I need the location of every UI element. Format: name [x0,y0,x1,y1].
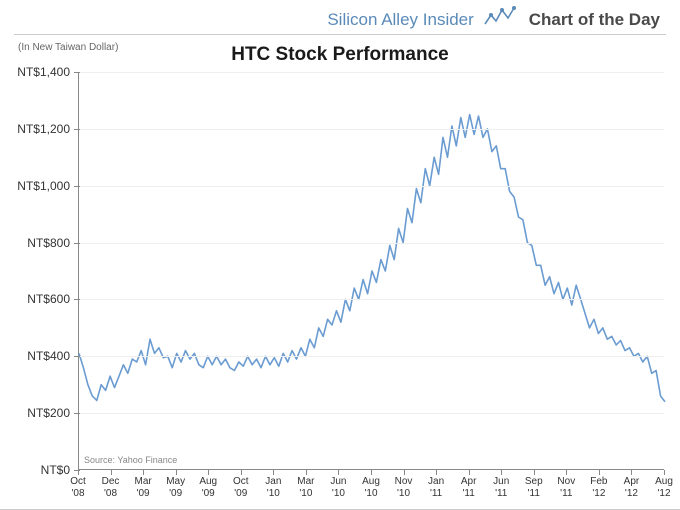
x-tick [338,470,339,475]
x-tick [306,470,307,475]
x-tick [78,470,79,475]
x-tick-label: Jan'11 [421,476,451,499]
x-tick-label: Jun'11 [486,476,516,499]
y-tick-label: NT$400 [0,349,70,363]
x-tick [501,470,502,475]
y-tick-label: NT$200 [0,406,70,420]
y-tick [74,413,80,414]
gridline [79,413,664,414]
y-tick [74,129,80,130]
x-tick [208,470,209,475]
x-tick [273,470,274,475]
x-tick-label: Aug'12 [649,476,679,499]
chart-container: Silicon Alley Insider Chart of the Day (… [0,0,680,510]
x-tick [176,470,177,475]
y-tick [74,186,80,187]
x-tick-label: Apr'12 [616,476,646,499]
price-line [79,115,665,402]
y-tick-label: NT$1,400 [0,65,70,79]
x-tick-label: Jan'10 [258,476,288,499]
x-tick [436,470,437,475]
x-tick [631,470,632,475]
brand-label: Silicon Alley Insider [327,10,473,30]
y-tick-label: NT$1,200 [0,122,70,136]
x-tick-label: Aug'10 [356,476,386,499]
y-tick [74,243,80,244]
y-tick [74,470,80,471]
chart-logo-icon [484,6,518,33]
y-tick-label: NT$800 [0,236,70,250]
x-tick [599,470,600,475]
x-tick [534,470,535,475]
x-tick [143,470,144,475]
x-tick-label: Oct'08 [63,476,93,499]
x-tick [664,470,665,475]
y-tick [74,299,80,300]
x-tick-label: May'09 [161,476,191,499]
x-tick [404,470,405,475]
x-tick [241,470,242,475]
y-tick-label: NT$0 [0,463,70,477]
chart-title: HTC Stock Performance [0,44,680,66]
x-tick [111,470,112,475]
gridline [79,243,664,244]
header: Silicon Alley Insider Chart of the Day [0,6,666,34]
y-tick [74,72,80,73]
x-tick-label: Mar'10 [291,476,321,499]
gridline [79,186,664,187]
gridline [79,129,664,130]
x-tick [469,470,470,475]
chart-of-the-day-label: Chart of the Day [529,10,660,30]
gridline [79,299,664,300]
y-tick-label: NT$600 [0,292,70,306]
line-series [79,72,665,470]
gridline [79,72,664,73]
x-tick-label: Apr'11 [454,476,484,499]
plot-area [78,72,664,470]
y-tick [74,356,80,357]
gridline [79,356,664,357]
x-tick-label: Aug'09 [193,476,223,499]
x-tick-label: Feb'12 [584,476,614,499]
y-tick-label: NT$1,000 [0,179,70,193]
x-tick-label: Dec'08 [96,476,126,499]
x-tick-label: Sep'11 [519,476,549,499]
x-tick-label: Oct'09 [226,476,256,499]
x-tick [371,470,372,475]
header-divider [14,34,666,35]
x-tick-label: Mar'09 [128,476,158,499]
x-tick-label: Nov'11 [551,476,581,499]
x-tick [566,470,567,475]
source-label: Source: Yahoo Finance [84,455,177,465]
x-tick-label: Nov'10 [389,476,419,499]
x-tick-label: Jun'10 [323,476,353,499]
